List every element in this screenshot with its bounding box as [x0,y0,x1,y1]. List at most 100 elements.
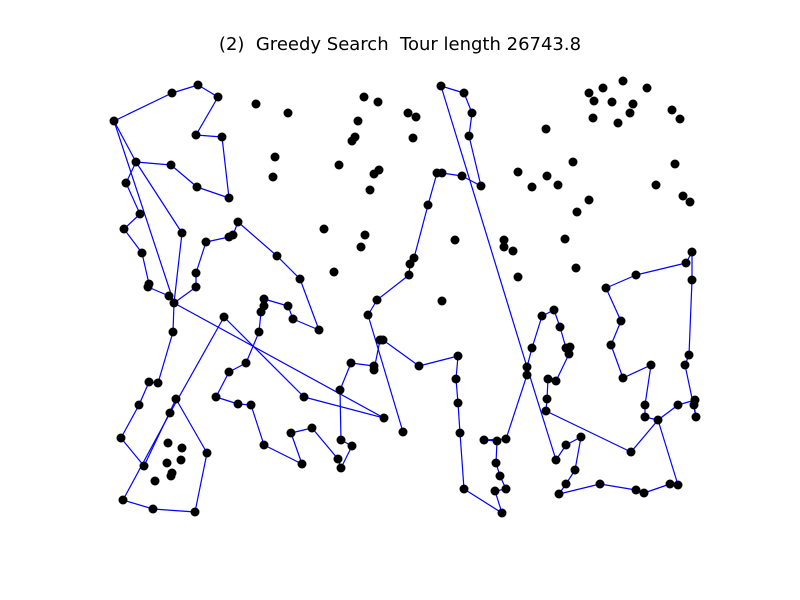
tour-segment [299,278,320,331]
city-point [268,172,278,182]
tour-segment [221,136,230,199]
city-point [256,307,266,317]
city-point [353,116,363,126]
city-point [168,327,178,337]
city-point [437,296,447,306]
city-point [457,171,467,181]
city-point [329,267,339,277]
city-point [246,400,256,410]
city-point [527,182,537,192]
city-point [584,195,594,205]
city-point [453,398,463,408]
city-point [137,248,147,258]
city-point [283,108,293,118]
city-point [202,448,212,458]
city-point [192,182,202,192]
city-point [369,169,379,179]
city-point [497,508,507,518]
city-point [675,114,685,124]
city-point [347,136,357,146]
tour-segment [610,344,624,379]
city-point [561,479,571,489]
city-point [398,427,408,437]
city-point [254,327,264,337]
city-point [219,312,229,322]
city-point [139,461,149,471]
tour-segment [505,374,528,440]
city-point [542,171,552,181]
city-point [553,180,563,190]
city-point [379,413,389,423]
tour-segment [171,84,199,94]
tour-segment [367,314,404,433]
city-point [476,181,486,191]
tour-segment [135,161,183,234]
city-point [680,360,690,370]
city-point [689,400,699,410]
city-point [177,443,187,453]
tour-segment [463,488,503,514]
city-point [513,167,523,177]
tour-segment [215,371,230,398]
city-point [360,230,370,240]
city-point [665,479,675,489]
tour-segment [605,274,637,289]
city-point [363,310,373,320]
tour-segment [113,120,137,163]
tour-segment [195,96,219,136]
city-point [134,400,144,410]
city-point [628,99,638,109]
city-point [414,361,424,371]
city-point [601,283,611,293]
tour-segment [223,316,305,398]
tour-segment [172,302,175,333]
city-point [450,235,460,245]
city-point [653,415,663,425]
city-point [299,392,309,402]
tour-segment [574,436,582,471]
city-point [467,108,477,118]
city-point [561,440,571,450]
city-point [191,268,201,278]
tour-segment [245,331,260,364]
tour-segment [122,499,154,510]
city-point [527,343,537,353]
city-point [116,433,126,443]
city-point [572,207,582,217]
tour-segment [526,366,557,461]
city-point [513,272,523,282]
city-point [171,394,181,404]
city-point [646,360,656,370]
city-point [501,434,511,444]
city-point [319,224,329,234]
city-point [543,374,553,384]
city-point [191,282,201,292]
tour-segment [382,339,420,367]
city-point [307,423,317,433]
tour-segment [173,232,183,304]
tour-segment [173,302,385,419]
city-point [336,463,346,473]
city-point [403,108,413,118]
city-point [684,350,694,360]
tour-segment [276,255,301,280]
city-point [224,367,234,377]
city-point [479,435,489,445]
city-point [631,270,641,280]
city-point [554,489,564,499]
city-point [522,370,532,380]
tour-segment [250,404,265,446]
tour-segment [376,274,410,301]
city-point [119,224,129,234]
city-point [408,133,418,143]
city-point [598,83,608,93]
tour-segment [120,437,145,467]
tour-segment [555,353,570,382]
tour-segment [635,262,687,276]
tour-segment [427,172,438,206]
city-point [651,180,661,190]
city-point [163,438,173,448]
city-point [568,157,578,167]
tour-segment [468,135,482,187]
